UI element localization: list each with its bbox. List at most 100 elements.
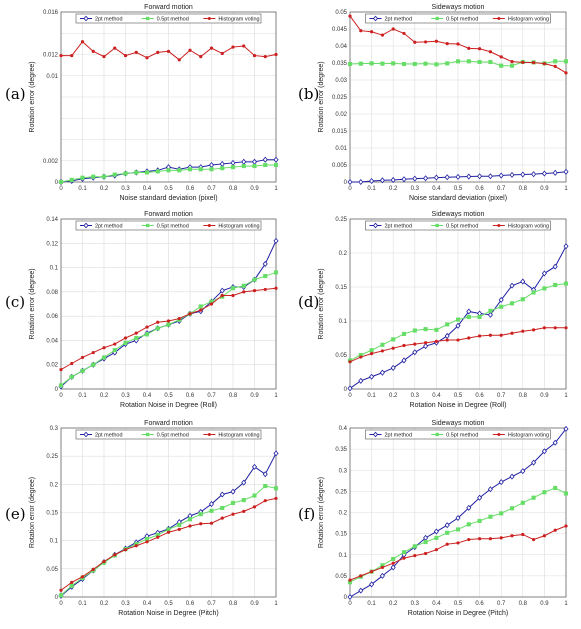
data-point-hist bbox=[402, 343, 406, 348]
data-point-s2pt bbox=[509, 171, 515, 178]
data-point-s2pt bbox=[509, 473, 515, 480]
data-point-hist bbox=[70, 580, 74, 584]
data-point-hist bbox=[242, 44, 246, 48]
data-point-hist bbox=[252, 53, 257, 58]
data-point-hist bbox=[156, 535, 160, 539]
legend-label-s05pt: 0.5pt method bbox=[157, 17, 189, 23]
data-point-s05pt bbox=[563, 281, 569, 286]
data-point-s05pt bbox=[123, 171, 128, 176]
legend: 2pt method 0.5pt method Histogram voting bbox=[75, 13, 262, 24]
data-point-s05pt bbox=[69, 583, 74, 588]
data-point-hist bbox=[488, 537, 492, 541]
x-tick-label: 0.8 bbox=[519, 393, 528, 399]
data-point-s05pt bbox=[80, 175, 85, 180]
data-point-hist bbox=[220, 293, 224, 298]
data-point-s05pt bbox=[58, 593, 64, 598]
data-point-s05pt bbox=[531, 290, 536, 295]
data-point-hist bbox=[145, 325, 149, 329]
data-point-hist bbox=[91, 350, 95, 355]
data-point-hist bbox=[70, 361, 74, 366]
data-point-s05pt bbox=[230, 500, 236, 505]
x-tick-label: 0.2 bbox=[389, 186, 398, 192]
data-point-hist bbox=[123, 336, 128, 340]
chart-panel: (d) Sideways motion 0 0.1 0.2 0.3 0.4 0.5 0.6 0.7… bbox=[298, 211, 569, 409]
data-point-s2pt bbox=[390, 364, 396, 371]
data-point-s05pt bbox=[263, 162, 268, 168]
legend-label-s2pt: 2pt method bbox=[95, 17, 123, 23]
data-point-s05pt bbox=[401, 61, 407, 67]
data-point-s2pt bbox=[552, 263, 558, 270]
data-point-s05pt bbox=[241, 498, 246, 503]
data-point-s05pt bbox=[445, 322, 450, 327]
x-axis-label: Noise standard deviation (pixel) bbox=[119, 195, 217, 202]
data-point-hist bbox=[59, 53, 63, 58]
data-point-s05pt bbox=[166, 168, 171, 173]
data-point-s2pt bbox=[444, 522, 450, 529]
data-point-s05pt bbox=[423, 327, 428, 332]
data-point-hist bbox=[478, 47, 482, 51]
legend-label-hist: Histogram voting bbox=[508, 17, 549, 23]
data-point-s2pt bbox=[487, 486, 493, 493]
chart-panel: (f) Sideways motion 0 0.1 0.2 0.3 0.4 0.5 0.6 0.7… bbox=[298, 420, 569, 617]
data-point-s2pt bbox=[520, 468, 526, 475]
legend-box bbox=[75, 13, 262, 24]
y-tick-label: 0.25 bbox=[335, 489, 347, 495]
data-point-hist bbox=[456, 541, 460, 545]
data-point-s2pt bbox=[219, 287, 225, 294]
data-point-s05pt bbox=[198, 167, 203, 172]
y-tick-label: 0.14 bbox=[46, 217, 58, 223]
data-point-hist bbox=[166, 319, 171, 323]
data-point-s05pt bbox=[369, 61, 374, 66]
data-point-hist bbox=[156, 50, 160, 54]
data-point-hist bbox=[220, 51, 224, 56]
data-point-hist bbox=[134, 50, 138, 54]
data-point-hist bbox=[242, 509, 246, 513]
x-tick-label: 0.9 bbox=[250, 393, 259, 399]
data-point-s2pt bbox=[531, 171, 537, 178]
data-point-hist bbox=[80, 575, 85, 579]
data-point-hist bbox=[102, 559, 106, 564]
x-tick-label: 0.8 bbox=[229, 393, 238, 399]
data-point-s05pt bbox=[101, 174, 107, 179]
data-point-s2pt bbox=[208, 501, 215, 508]
legend-label-s05pt: 0.5pt method bbox=[157, 224, 189, 230]
chart-title: Sideways motion bbox=[432, 420, 485, 427]
y-tick-label: 0.04 bbox=[46, 338, 58, 344]
data-point-s2pt bbox=[369, 581, 375, 588]
y-tick-label: 0.015 bbox=[332, 129, 348, 135]
data-point-hist bbox=[488, 50, 492, 54]
y-tick-label: 0 bbox=[55, 387, 59, 393]
x-tick-label: 0.3 bbox=[411, 186, 420, 192]
data-point-s2pt bbox=[379, 572, 385, 579]
y-tick-label: 0.2 bbox=[50, 482, 59, 488]
data-point-hist bbox=[413, 553, 417, 558]
legend-marker-s05pt bbox=[435, 223, 439, 228]
data-point-s05pt bbox=[391, 337, 396, 342]
data-point-hist bbox=[391, 561, 395, 565]
data-point-s05pt bbox=[187, 517, 193, 522]
x-tick-label: 1 bbox=[564, 186, 568, 192]
data-point-s05pt bbox=[91, 362, 96, 367]
data-point-s05pt bbox=[69, 374, 74, 379]
legend-box bbox=[365, 429, 551, 440]
legend-box bbox=[365, 220, 551, 231]
data-point-s2pt bbox=[347, 178, 353, 186]
data-point-s05pt bbox=[553, 59, 558, 64]
data-point-hist bbox=[370, 30, 374, 34]
data-point-s05pt bbox=[112, 172, 117, 177]
y-tick-label: 0.35 bbox=[335, 447, 347, 453]
x-tick-label: 1 bbox=[564, 601, 568, 607]
data-point-s05pt bbox=[434, 62, 439, 67]
data-point-s05pt bbox=[499, 304, 504, 309]
data-point-s05pt bbox=[187, 167, 193, 172]
x-tick-label: 0.7 bbox=[497, 186, 506, 192]
x-tick-label: 0.3 bbox=[121, 393, 130, 399]
legend-marker-s2pt bbox=[83, 222, 89, 229]
data-point-hist bbox=[348, 360, 352, 364]
data-point-hist bbox=[564, 71, 568, 75]
legend-label-hist: Histogram voting bbox=[218, 224, 259, 230]
x-tick-label: 0.1 bbox=[367, 186, 376, 192]
data-point-hist bbox=[188, 312, 192, 316]
legend-label-s05pt: 0.5pt method bbox=[157, 433, 189, 439]
